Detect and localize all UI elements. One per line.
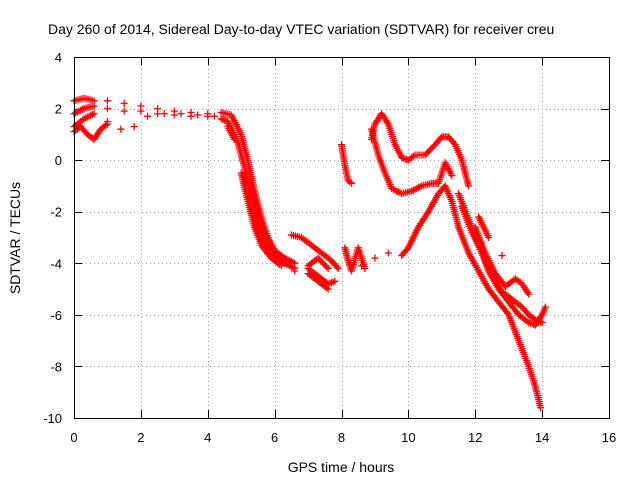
x-tick-label: 8 [338, 430, 345, 445]
data-point [90, 110, 98, 118]
series-track-d [70, 120, 111, 144]
series-track-b [70, 102, 332, 293]
data-point [78, 105, 86, 113]
data-point [334, 264, 342, 272]
data-point [102, 121, 110, 129]
data-point [231, 136, 238, 144]
y-tick-label: -2 [50, 205, 62, 220]
x-tick-label: 2 [137, 430, 144, 445]
series-track-c [70, 110, 332, 275]
data-point [103, 120, 111, 128]
axis-ticks: 0 2 4 6 8 10 12 14 16 -10 -8 -6 -4 -2 0 2 4 [43, 50, 616, 445]
plot-frame [74, 57, 610, 419]
data-point [322, 284, 330, 292]
data-point [525, 290, 533, 298]
data-point [120, 107, 128, 115]
data-point [323, 263, 331, 271]
data-point [331, 277, 339, 285]
data-point [448, 172, 456, 180]
series-gap-segment [338, 141, 369, 275]
chart-title: Day 260 of 2014, Sidereal Day-to-day VTE… [48, 21, 554, 37]
series-track-e [287, 231, 342, 272]
data-point [117, 125, 125, 133]
x-tick-label: 10 [401, 430, 415, 445]
y-tick-label: -8 [50, 359, 62, 374]
y-tick-label: -10 [43, 411, 62, 426]
data-point [358, 262, 366, 270]
x-tick-label: 0 [70, 430, 77, 445]
data-point [130, 123, 138, 131]
y-tick-label: -6 [50, 308, 62, 323]
data-point [154, 110, 162, 118]
data-point [210, 112, 218, 120]
y-tick-label: 4 [55, 50, 62, 65]
x-tick-label: 4 [204, 430, 211, 445]
data-point [88, 111, 96, 119]
data-point [103, 105, 111, 113]
data-point [194, 111, 202, 119]
data-point [204, 112, 212, 120]
data-point [120, 99, 128, 107]
x-tick-label: 14 [535, 430, 549, 445]
x-tick-label: 16 [602, 430, 616, 445]
data-point [160, 110, 168, 118]
data-point [536, 404, 544, 412]
series-track-g [368, 110, 506, 260]
data-point [384, 249, 392, 257]
series-track-j [471, 223, 533, 298]
data-point [277, 262, 285, 270]
data-point [498, 252, 506, 260]
data-point [485, 234, 493, 241]
data-points [70, 94, 549, 412]
data-point [409, 152, 417, 160]
data-point [289, 264, 297, 272]
y-tick-label: 2 [55, 102, 62, 117]
data-point [276, 261, 284, 269]
data-point [416, 183, 424, 191]
x-tick-label: 12 [468, 430, 482, 445]
data-point [144, 112, 152, 120]
data-point [187, 112, 195, 120]
data-point [541, 303, 549, 311]
x-axis-label: GPS time / hours [288, 459, 395, 475]
data-point [324, 264, 332, 272]
data-point [324, 285, 332, 293]
series-track-f [358, 182, 544, 412]
data-point [90, 102, 98, 110]
data-point [436, 134, 444, 142]
data-point [333, 263, 341, 271]
data-point [177, 110, 185, 118]
y-tick-label: 0 [55, 153, 62, 168]
data-point [348, 179, 356, 187]
data-point [465, 182, 473, 190]
data-point [346, 178, 354, 186]
y-axis-label: SDTVAR / TECUs [7, 182, 23, 294]
data-point [291, 267, 299, 275]
data-point [170, 111, 178, 119]
data-point [371, 254, 379, 262]
data-point [103, 97, 111, 105]
data-point [137, 107, 145, 115]
data-point [503, 309, 511, 317]
x-tick-label: 6 [271, 430, 278, 445]
y-tick-label: -4 [50, 256, 62, 271]
